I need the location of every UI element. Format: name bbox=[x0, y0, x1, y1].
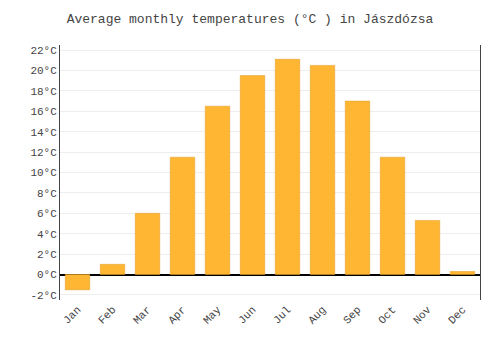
svg-text:8°C: 8°C bbox=[37, 188, 57, 200]
svg-text:18°C: 18°C bbox=[30, 86, 57, 98]
svg-text:Jan: Jan bbox=[61, 304, 83, 326]
svg-text:Dec: Dec bbox=[446, 304, 468, 326]
svg-text:4°C: 4°C bbox=[37, 229, 57, 241]
svg-text:16°C: 16°C bbox=[30, 106, 57, 118]
svg-text:10°C: 10°C bbox=[30, 167, 57, 179]
svg-text:Nov: Nov bbox=[411, 304, 434, 327]
svg-text:6°C: 6°C bbox=[37, 208, 57, 220]
svg-text:Mar: Mar bbox=[131, 304, 153, 326]
svg-text:Apr: Apr bbox=[166, 304, 188, 326]
svg-text:Oct: Oct bbox=[376, 304, 398, 326]
svg-text:Sep: Sep bbox=[341, 304, 363, 326]
svg-text:14°C: 14°C bbox=[30, 127, 57, 139]
svg-text:May: May bbox=[201, 304, 224, 327]
svg-text:2°C: 2°C bbox=[37, 249, 57, 261]
svg-text:12°C: 12°C bbox=[30, 147, 57, 159]
svg-text:Average monthly temperatures (: Average monthly temperatures (°C ) in Já… bbox=[67, 12, 434, 27]
svg-text:0°C: 0°C bbox=[37, 269, 57, 281]
svg-text:Feb: Feb bbox=[96, 304, 118, 326]
svg-text:Aug: Aug bbox=[306, 304, 328, 326]
svg-text:22°C: 22°C bbox=[30, 45, 57, 57]
svg-text:Jun: Jun bbox=[236, 304, 258, 326]
svg-text:20°C: 20°C bbox=[30, 65, 57, 77]
svg-text:Jul: Jul bbox=[271, 304, 293, 326]
svg-text:-2°C: -2°C bbox=[30, 290, 57, 302]
